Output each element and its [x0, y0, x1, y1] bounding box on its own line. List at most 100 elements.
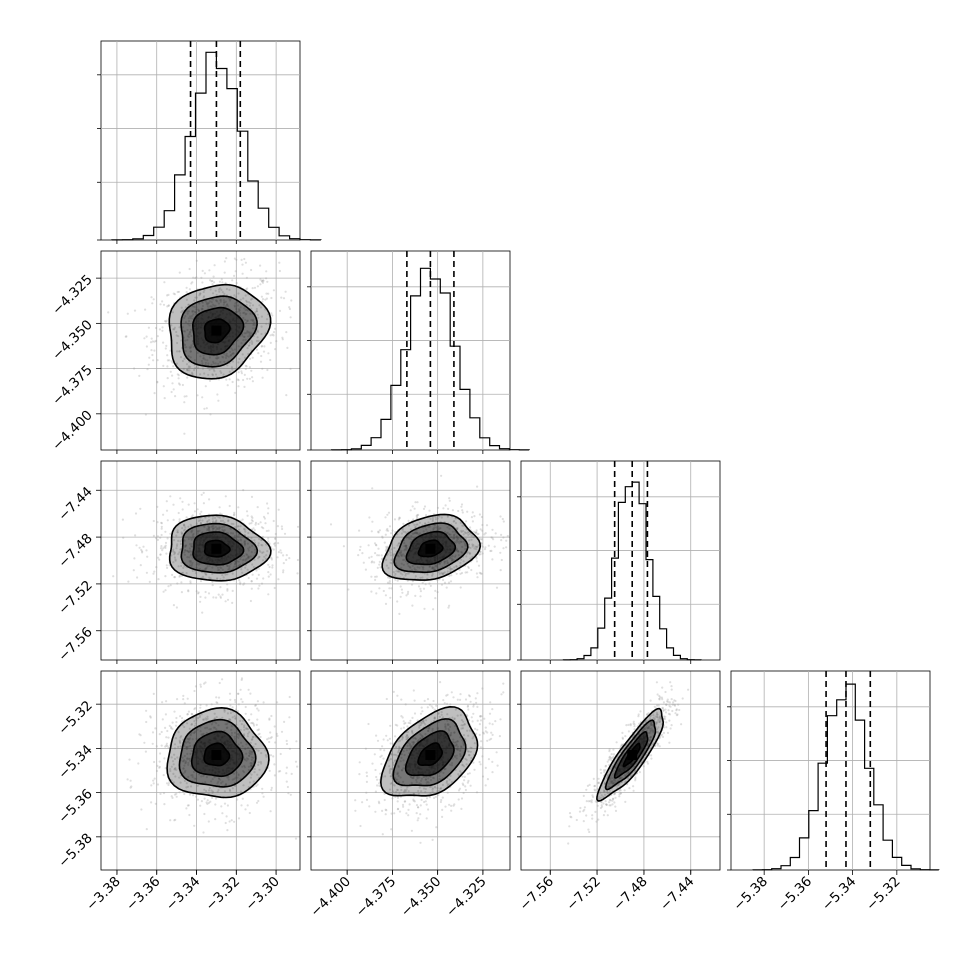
- scatter-point: [239, 741, 243, 744]
- scatter-point: [129, 786, 132, 789]
- scatter-point: [187, 737, 190, 741]
- scatter-point: [453, 754, 456, 757]
- scatter-point: [687, 688, 690, 691]
- scatter-point: [342, 545, 345, 548]
- scatter-point: [659, 696, 662, 699]
- scatter-point: [186, 804, 189, 807]
- scatter-point: [266, 502, 269, 505]
- scatter-point: [204, 385, 207, 388]
- scatter-point: [259, 283, 262, 286]
- scatter-point: [500, 693, 503, 696]
- scatter-point: [418, 726, 421, 729]
- scatter-point: [195, 777, 198, 780]
- scatter-point: [183, 524, 186, 527]
- scatter-point: [254, 548, 257, 551]
- scatter-point: [214, 373, 218, 376]
- scatter-point: [233, 536, 236, 539]
- scatter-point: [421, 576, 424, 579]
- scatter-point: [396, 808, 399, 811]
- scatter-point: [266, 738, 269, 741]
- scatter-point: [453, 555, 457, 558]
- scatter-point: [403, 800, 406, 803]
- scatter-point: [161, 718, 164, 721]
- scatter-point: [195, 590, 198, 593]
- scatter-point: [277, 508, 280, 511]
- scatter-point: [242, 558, 245, 561]
- scatter-point: [244, 747, 247, 750]
- scatter-point: [401, 528, 404, 531]
- scatter-point: [409, 745, 413, 748]
- scatter-point: [415, 778, 418, 782]
- scatter-point: [150, 784, 153, 787]
- scatter-point: [211, 306, 214, 309]
- scatter-point: [220, 278, 223, 281]
- scatter-point: [415, 569, 418, 572]
- scatter-point: [475, 701, 478, 704]
- scatter-point: [243, 728, 246, 731]
- scatter-point: [374, 578, 377, 582]
- scatter-point: [460, 503, 464, 506]
- scatter-point: [242, 339, 245, 342]
- scatter-point: [188, 564, 191, 567]
- scatter-point: [200, 493, 203, 496]
- scatter-point: [145, 335, 148, 338]
- scatter-point: [173, 793, 177, 796]
- scatter-point: [461, 727, 465, 730]
- scatter-point: [480, 572, 483, 575]
- scatter-point: [190, 544, 193, 548]
- scatter-point: [416, 501, 419, 504]
- scatter-point: [416, 532, 419, 535]
- scatter-point: [185, 741, 188, 744]
- scatter-point: [181, 756, 184, 759]
- scatter-point: [400, 554, 403, 557]
- scatter-point: [466, 729, 469, 732]
- scatter-point: [425, 514, 428, 517]
- scatter-point: [281, 338, 284, 341]
- scatter-point: [182, 772, 185, 775]
- scatter-point: [158, 760, 161, 763]
- scatter-point: [285, 780, 288, 783]
- scatter-point: [177, 731, 180, 734]
- scatter-point: [156, 521, 159, 524]
- scatter-point: [264, 557, 267, 560]
- scatter-point: [388, 525, 392, 528]
- scatter-point: [378, 802, 381, 805]
- scatter-point: [471, 520, 474, 523]
- scatter-point: [450, 781, 453, 784]
- scatter-point: [427, 729, 430, 733]
- scatter-point: [448, 568, 452, 571]
- scatter-point: [275, 732, 278, 736]
- scatter-point: [459, 770, 462, 773]
- scatter-point: [203, 272, 206, 275]
- scatter-point: [195, 795, 198, 798]
- scatter-point: [215, 293, 218, 297]
- scatter-point: [218, 290, 221, 293]
- contour-line-3-1-1: [392, 718, 467, 787]
- scatter-point: [419, 841, 422, 844]
- scatter-point: [244, 294, 247, 297]
- scatter-point: [469, 552, 472, 555]
- scatter-point: [457, 550, 460, 553]
- scatter-point: [501, 517, 504, 521]
- scatter-point: [424, 523, 427, 526]
- scatter-point: [486, 739, 489, 742]
- scatter-point: [179, 540, 182, 543]
- scatter-point: [429, 779, 433, 782]
- scatter-point: [165, 344, 168, 347]
- scatter-point: [247, 547, 250, 550]
- scatter-point: [236, 560, 239, 563]
- scatter-point: [282, 554, 285, 557]
- scatter-point: [664, 690, 667, 694]
- scatter-point: [469, 526, 472, 529]
- panel-frame-2-1: [310, 460, 511, 661]
- scatter-point: [256, 285, 259, 288]
- scatter-point: [183, 395, 186, 398]
- scatter-point: [410, 569, 414, 572]
- scatter-point: [173, 768, 176, 771]
- scatter-point: [215, 596, 218, 599]
- scatter-point: [208, 789, 211, 792]
- scatter-point: [447, 581, 451, 584]
- scatter-point: [402, 767, 405, 770]
- scatter-point: [250, 536, 253, 540]
- scatter-point: [155, 745, 158, 748]
